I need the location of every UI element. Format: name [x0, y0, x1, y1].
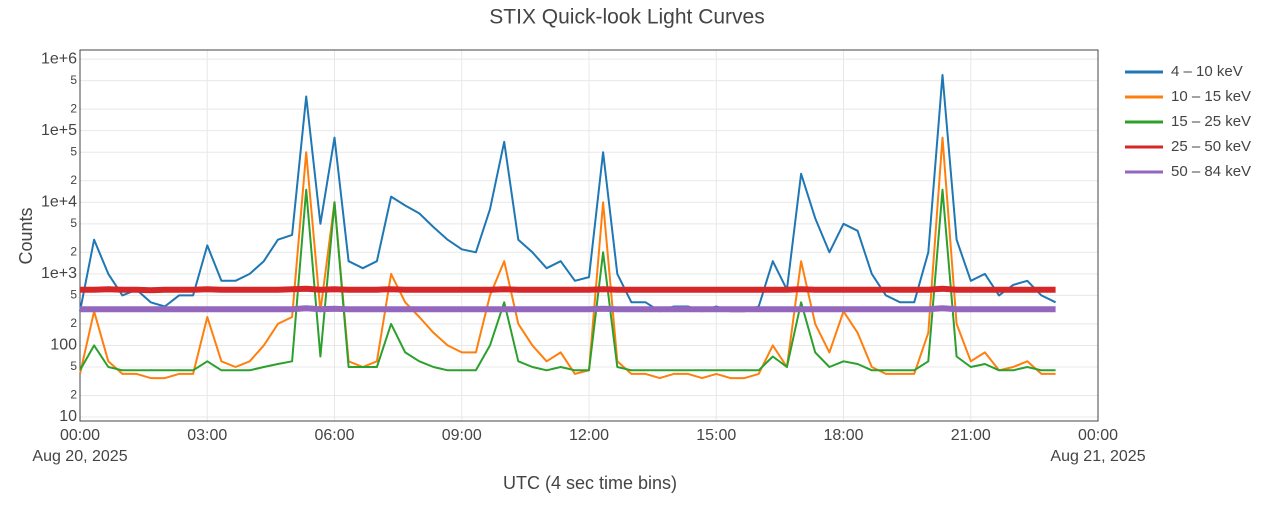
- chart-title: STIX Quick-look Light Curves: [489, 6, 764, 29]
- y-tick-label: 2: [70, 316, 77, 330]
- series-line: [80, 285, 1056, 294]
- legend-label: 15 – 25 keV: [1171, 113, 1251, 130]
- x-tick-label: 12:00: [569, 427, 609, 444]
- y-tick-label: 2: [70, 244, 77, 258]
- y-tick-label: 1e+5: [41, 122, 77, 139]
- x-tick-sublabel: Aug 21, 2025: [1050, 448, 1145, 465]
- x-tick-label: 09:00: [442, 427, 482, 444]
- x-tick-label: 00:00: [1078, 427, 1118, 444]
- legend-label: 10 – 15 keV: [1171, 88, 1251, 105]
- y-axis-title: Counts: [16, 207, 36, 264]
- series-line: [80, 305, 1056, 313]
- y-tick-label: 1e+6: [41, 50, 77, 67]
- x-tick-sublabel: Aug 20, 2025: [32, 448, 127, 465]
- x-tick-label: 00:00: [60, 427, 100, 444]
- plot-frame: [79, 49, 1099, 422]
- y-tick-label: 5: [70, 288, 77, 302]
- y-tick-label: 5: [70, 359, 77, 373]
- y-tick-label: 2: [70, 388, 77, 402]
- legend-label: 25 – 50 keV: [1171, 138, 1251, 155]
- x-tick-label: 18:00: [823, 427, 863, 444]
- y-tick-label: 5: [70, 144, 77, 158]
- series-line: [79, 188, 1056, 372]
- x-tick-label: 15:00: [696, 427, 736, 444]
- y-tick-label: 100: [50, 337, 77, 354]
- series-line: [79, 136, 1056, 380]
- x-tick-label: 21:00: [951, 427, 991, 444]
- y-tick-label: 1e+4: [41, 193, 77, 210]
- y-tick-label: 2: [70, 101, 77, 115]
- y-tick-label: 5: [70, 73, 77, 87]
- x-tick-label: 06:00: [314, 427, 354, 444]
- x-axis-title: UTC (4 sec time bins): [503, 473, 677, 493]
- x-tick-label: 03:00: [187, 427, 227, 444]
- y-tick-label: 5: [70, 216, 77, 230]
- y-tick-label: 2: [70, 173, 77, 187]
- legend-label: 4 – 10 keV: [1171, 63, 1243, 80]
- y-tick-label: 1e+3: [41, 265, 77, 282]
- legend-label: 50 – 84 keV: [1171, 163, 1251, 180]
- series-line: [79, 74, 1057, 313]
- y-tick-label: 10: [59, 408, 77, 425]
